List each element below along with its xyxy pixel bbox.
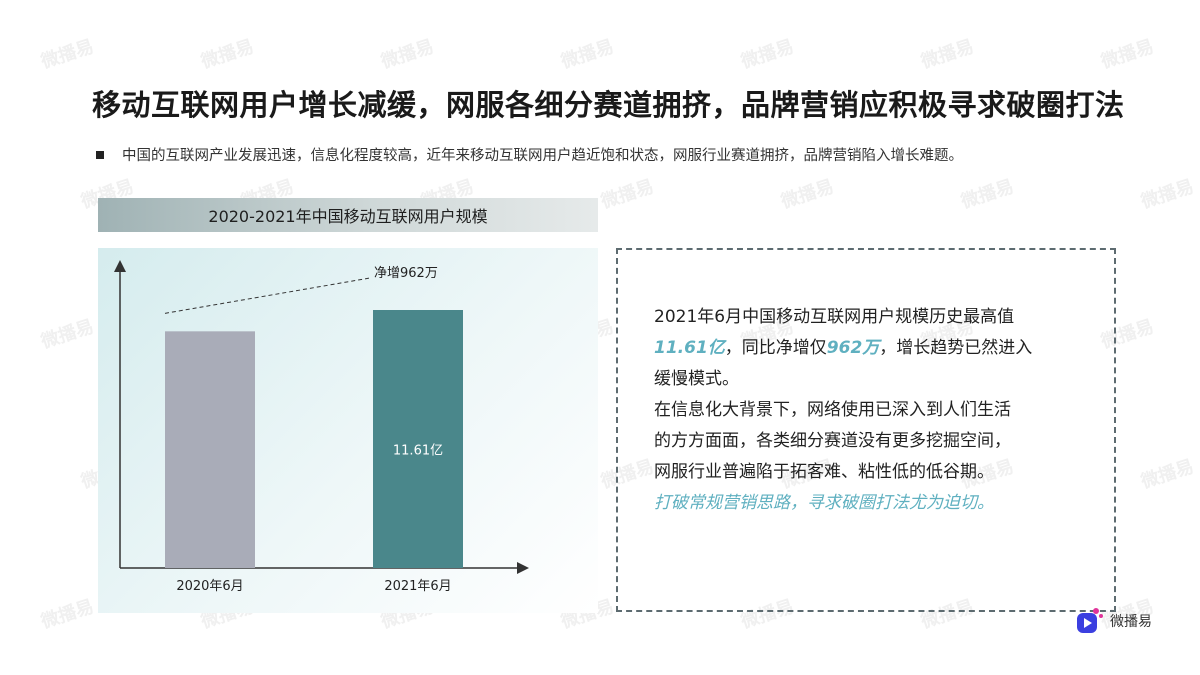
bar-2 (373, 310, 463, 568)
highlight-users: 11.61亿 (654, 338, 725, 358)
brand-logo: 微播易 (1074, 606, 1152, 636)
watermark-text: 微播易 (918, 36, 977, 73)
insight-line-2-d: ，增长趋势已然进入 (879, 338, 1033, 358)
watermark-text: 微播易 (738, 36, 797, 73)
growth-annotation: 净增962万 (374, 266, 438, 281)
watermark-text: 微播易 (198, 36, 257, 73)
watermark-text: 微播易 (38, 596, 97, 633)
watermark-text: 微播易 (598, 176, 657, 213)
insight-text: 2021年6月中国移动互联网用户规模历史最高值 11.61亿，同比净增仅962万… (654, 302, 1094, 519)
bar-1 (165, 331, 255, 568)
watermark-text: 微播易 (1138, 176, 1197, 213)
watermark-text: 微播易 (778, 176, 837, 213)
x-tick-label: 2021年6月 (384, 579, 451, 594)
insight-line-7: 打破常规营销思路，寻求破圈打法尤为迫切。 (654, 493, 994, 513)
chart-title-bar: 2020-2021年中国移动互联网用户规模 (98, 198, 598, 232)
brand-name: 微播易 (1110, 614, 1152, 630)
chart-panel: 2020年6月 2021年6月 11.61亿 净增962万 (98, 248, 598, 613)
watermark-text: 微播易 (1098, 36, 1157, 73)
insight-box: 2021年6月中国移动互联网用户规模历史最高值 11.61亿，同比净增仅962万… (616, 248, 1116, 612)
bullet-square-icon (96, 150, 104, 159)
insight-line-3: 缓慢模式。 (654, 369, 739, 389)
bar-chart: 2020年6月 2021年6月 11.61亿 净增962万 (114, 260, 529, 594)
data-label: 11.61亿 (393, 443, 443, 458)
insight-line-5: 的方方面面，各类细分赛道没有更多挖掘空间， (654, 431, 1011, 451)
page-title: 移动互联网用户增长减缓，网服各细分赛道拥挤，品牌营销应积极寻求破圈打法 (92, 88, 1125, 122)
chart-title: 2020-2021年中国移动互联网用户规模 (208, 207, 488, 226)
insight-line-1: 2021年6月中国移动互联网用户规模历史最高值 (654, 307, 1015, 327)
insight-line-2-b: ，同比净增仅 (724, 338, 827, 358)
x-tick-label: 2020年6月 (176, 579, 243, 594)
watermark-text: 微播易 (558, 36, 617, 73)
trend-dashed-line (164, 277, 371, 314)
watermark-text: 微播易 (958, 176, 1017, 213)
highlight-growth: 962万 (826, 338, 880, 358)
play-logo-icon (1077, 608, 1103, 633)
watermark-text: 微播易 (38, 316, 97, 353)
watermark-text: 微播易 (378, 36, 437, 73)
watermark-text: 微播易 (38, 36, 97, 73)
insight-line-4: 在信息化大背景下，网络使用已深入到人们生活 (654, 400, 1011, 420)
insight-line-6: 网服行业普遍陷于拓客难、粘性低的低谷期。 (654, 462, 994, 482)
summary-bullet: 中国的互联网产业发展迅速，信息化程度较高，近年来移动互联网用户趋近饱和状态，网服… (96, 144, 963, 165)
watermark-text: 微播易 (1138, 456, 1197, 493)
insight-line-2: 11.61亿，同比净增仅962万，增长趋势已然进入 (654, 333, 1094, 364)
summary-text: 中国的互联网产业发展迅速，信息化程度较高，近年来移动互联网用户趋近饱和状态，网服… (122, 148, 963, 164)
